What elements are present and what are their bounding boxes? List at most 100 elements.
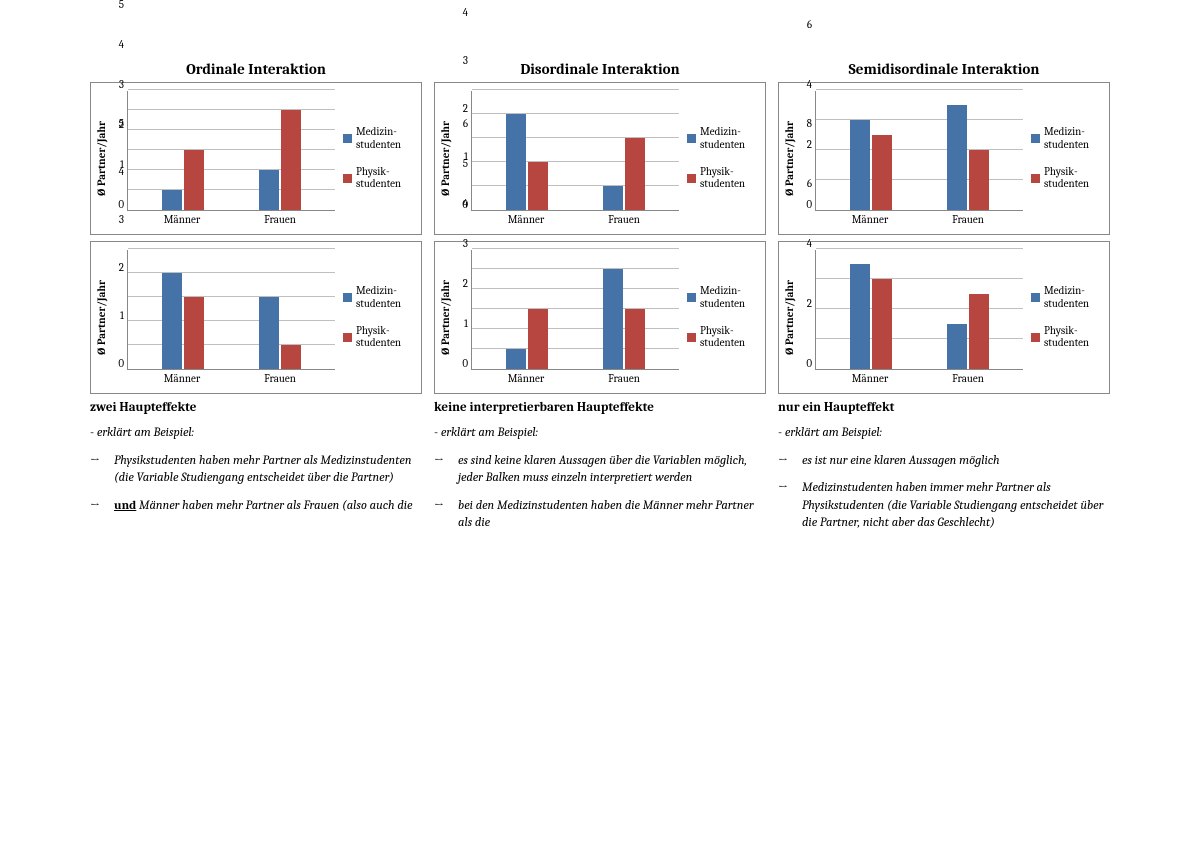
legend-label: Physik-studenten bbox=[356, 325, 401, 350]
arrow-icon: → bbox=[90, 498, 114, 516]
gridline bbox=[816, 278, 1023, 279]
x-tick-label: Frauen bbox=[231, 213, 329, 226]
chart-box: Ø Partner/Jahr012345MännerFrauenMedizin-… bbox=[434, 82, 766, 235]
gridline bbox=[128, 344, 335, 345]
legend-item: Medizin-studenten bbox=[1031, 285, 1103, 310]
legend-item: Physik-studenten bbox=[687, 325, 759, 350]
legend-swatch bbox=[343, 174, 352, 183]
columns-container: Ordinale Interaktion Ø Partner/Jahr012345… bbox=[90, 60, 1110, 543]
gridline bbox=[128, 129, 335, 130]
y-axis-label: Ø Partner/Jahr bbox=[439, 280, 452, 355]
bar-group bbox=[162, 250, 204, 369]
column-title: Semidisordinale Interaktion bbox=[778, 60, 1110, 78]
subhead: nur ein Haupteffekt bbox=[778, 400, 1110, 415]
legend-item: Medizin-studenten bbox=[1031, 126, 1103, 151]
legend-swatch bbox=[343, 333, 352, 342]
gridline bbox=[472, 288, 679, 289]
legend-swatch bbox=[1031, 174, 1040, 183]
legend-swatch bbox=[687, 333, 696, 342]
legend-swatch bbox=[687, 134, 696, 143]
bar bbox=[850, 264, 870, 369]
legend-label: Medizin-studenten bbox=[356, 285, 401, 310]
explanation-point: →Physikstudenten haben mehr Partner als … bbox=[114, 453, 422, 488]
chart-box: Ø Partner/Jahr0123456MännerFrauenMedizin… bbox=[90, 82, 422, 235]
legend-swatch bbox=[1031, 293, 1040, 302]
arrow-icon: → bbox=[778, 453, 802, 471]
explanation-lead: - erklärt am Beispiel: bbox=[778, 425, 1110, 443]
plot-area bbox=[471, 91, 679, 211]
legend-item: Medizin-studenten bbox=[343, 285, 415, 310]
legend-label: Physik-studenten bbox=[1044, 166, 1089, 191]
gridline bbox=[472, 185, 679, 186]
y-axis-label: Ø Partner/Jahr bbox=[783, 121, 796, 196]
bar-group bbox=[947, 250, 989, 369]
bar-group bbox=[259, 91, 301, 210]
bar bbox=[506, 114, 526, 210]
explanation-point: →es sind keine klaren Aussagen über die … bbox=[458, 453, 766, 488]
gridline bbox=[472, 113, 679, 114]
legend: Medizin-studenten Physik-studenten bbox=[679, 250, 759, 385]
subhead: keine interpretierbaren Haupteffekte bbox=[434, 400, 766, 415]
gridline bbox=[128, 89, 335, 90]
legend-swatch bbox=[343, 293, 352, 302]
gridline bbox=[128, 272, 335, 273]
legend-label: Medizin-studenten bbox=[356, 126, 401, 151]
explanation: - erklärt am Beispiel:→Physikstudenten h… bbox=[90, 425, 422, 515]
bar bbox=[528, 162, 548, 210]
gridline bbox=[128, 248, 335, 249]
bar bbox=[281, 345, 301, 369]
gridline bbox=[128, 296, 335, 297]
bar-group bbox=[506, 250, 548, 369]
y-axis-label: Ø Partner/Jahr bbox=[95, 280, 108, 355]
plot-area bbox=[127, 91, 335, 211]
gridline bbox=[472, 328, 679, 329]
legend-swatch bbox=[1031, 134, 1040, 143]
x-tick-label: Frauen bbox=[231, 372, 329, 385]
legend-item: Physik-studenten bbox=[687, 166, 759, 191]
column: Semidisordinale Interaktion Ø Partner/Jah… bbox=[778, 60, 1110, 543]
bar bbox=[162, 273, 182, 369]
gridline bbox=[128, 149, 335, 150]
legend: Medizin-studenten Physik-studenten bbox=[335, 91, 415, 226]
gridline bbox=[816, 248, 1023, 249]
chart-box: Ø Partner/Jahr012345MännerFrauenMedizin-… bbox=[90, 241, 422, 394]
explanation: - erklärt am Beispiel:→es sind keine kla… bbox=[434, 425, 766, 533]
legend-label: Physik-studenten bbox=[1044, 325, 1089, 350]
legend-swatch bbox=[687, 174, 696, 183]
arrow-icon: → bbox=[434, 453, 458, 471]
bar-group bbox=[947, 91, 989, 210]
x-tick-label: Männer bbox=[477, 213, 575, 226]
gridline bbox=[816, 179, 1023, 180]
chart-box: Ø Partner/Jahr02468MännerFrauenMedizin-s… bbox=[778, 241, 1110, 394]
column: Disordinale Interaktion Ø Partner/Jahr012… bbox=[434, 60, 766, 543]
gridline bbox=[816, 308, 1023, 309]
column-title: Disordinale Interaktion bbox=[434, 60, 766, 78]
bar bbox=[603, 186, 623, 210]
x-tick-label: Männer bbox=[133, 372, 231, 385]
bar bbox=[603, 269, 623, 369]
legend-swatch bbox=[687, 293, 696, 302]
legend-label: Medizin-studenten bbox=[700, 285, 745, 310]
column: Ordinale Interaktion Ø Partner/Jahr012345… bbox=[90, 60, 422, 543]
bar bbox=[625, 309, 645, 369]
bar bbox=[872, 135, 892, 210]
explanation-point: →und Männer haben mehr Partner als Fraue… bbox=[114, 498, 422, 516]
chart-box: Ø Partner/Jahr02468MännerFrauenMedizin-s… bbox=[778, 82, 1110, 235]
x-tick-label: Männer bbox=[821, 372, 919, 385]
legend-label: Medizin-studenten bbox=[700, 126, 745, 151]
legend-item: Physik-studenten bbox=[343, 166, 415, 191]
gridline bbox=[472, 161, 679, 162]
subhead: zwei Haupteffekte bbox=[90, 400, 422, 415]
bar-group bbox=[603, 91, 645, 210]
column-title: Ordinale Interaktion bbox=[90, 60, 422, 78]
legend-label: Physik-studenten bbox=[356, 166, 401, 191]
plot-area bbox=[127, 250, 335, 370]
gridline bbox=[816, 119, 1023, 120]
bar-group bbox=[850, 91, 892, 210]
plot-area bbox=[471, 250, 679, 370]
bar bbox=[184, 150, 204, 210]
gridline bbox=[816, 338, 1023, 339]
bar bbox=[281, 110, 301, 210]
bar bbox=[947, 324, 967, 369]
gridline bbox=[472, 248, 679, 249]
